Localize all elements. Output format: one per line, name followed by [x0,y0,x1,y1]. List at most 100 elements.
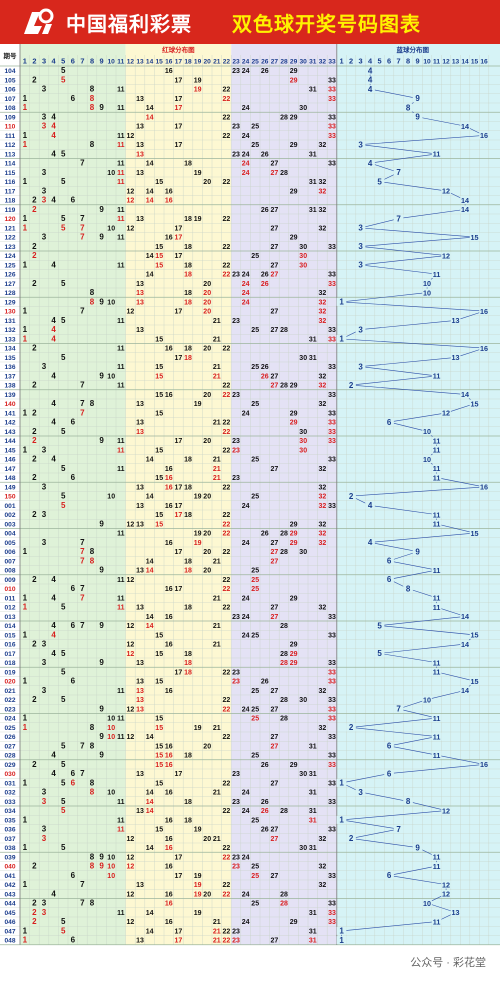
issue-label: 139 [4,392,15,399]
issue-label: 046 [4,919,15,926]
red-ball: 22 [223,272,231,279]
blue-ball: 14 [461,612,469,621]
red-ball: 33 [328,133,336,140]
red-ball: 1 [23,630,28,639]
red-ball: 6 [71,936,76,945]
red-ball: 17 [175,854,183,861]
red-ball: 30 [299,845,307,852]
red-ball: 14 [146,928,154,935]
red-ball: 7 [80,233,85,242]
blue-ball: 11 [433,520,441,529]
red-ball: 11 [117,383,125,390]
red-ball: 15 [155,392,163,399]
red-ball: 13 [136,771,144,778]
red-ball: 13 [136,327,144,334]
red-ball: 19 [194,401,202,408]
red-ball: 25 [251,753,259,760]
issue-label: 043 [4,891,15,898]
red-ball: 29 [290,68,298,75]
issue-label: 150 [4,494,15,501]
red-ball: 11 [117,605,125,612]
red-ball: 23 [232,864,240,871]
red-ball: 16 [165,901,173,908]
red-ball: 7 [80,381,85,390]
red-ball: 33 [328,901,336,908]
blue-ball: 11 [433,658,441,667]
blue-ball: 11 [433,510,441,519]
red-ball: 10 [107,790,115,797]
red-ball: 22 [223,216,231,223]
red-ball: 1 [23,880,28,889]
blue-ball-bg [450,353,461,362]
blue-ball: 9 [415,113,420,122]
red-ball: 30 [299,253,307,260]
blue-ball-bg [479,131,489,140]
red-ball: 29 [290,188,298,195]
red-ball: 8 [90,741,95,750]
red-ball: 4 [51,325,56,334]
red-ball: 17 [175,124,183,131]
red-ball: 11 [117,170,125,177]
red-ball: 25 [251,124,259,131]
red-ball: 14 [146,790,154,797]
red-ball: 22 [223,605,231,612]
red-ball: 3 [42,788,47,797]
blue-ball: 14 [461,640,469,649]
red-ball: 1 [23,131,28,140]
red-ball: 2 [32,575,37,584]
red-ball: 11 [117,105,125,112]
red-ball: 12 [127,651,135,658]
red-ball: 2 [32,695,37,704]
blue-ball-bg [374,177,385,186]
red-ball: 3 [42,686,47,695]
blue-ball: 11 [433,446,441,455]
red-ball: 29 [290,114,298,121]
red-ball: 11 [117,346,125,353]
issue-label: 004 [4,531,15,538]
blue-ball: 4 [368,159,373,168]
red-ball: 23 [232,68,240,75]
red-ball: 1 [23,547,28,556]
red-ball: 13 [136,151,144,158]
blue-ball-bg [431,436,442,445]
red-ball: 18 [184,355,192,362]
red-ball: 15 [155,364,163,371]
red-ball: 32 [319,605,327,612]
red-ball: 3 [42,112,47,121]
blue-ball: 11 [433,751,441,760]
red-ball: 31 [309,87,317,94]
red-ball: 10 [107,373,115,380]
red-ball: 33 [328,734,336,741]
issue-label: 105 [4,77,15,84]
blue-ball-bg [422,288,432,297]
blue-ball-bg [431,270,442,279]
issue-label: 032 [4,790,15,797]
red-ball: 7 [80,584,85,593]
blue-ball-bg [336,297,347,306]
red-ball: 20 [203,299,211,306]
red-number-header: 14 [146,59,154,66]
red-ball: 22 [223,697,231,704]
red-ball: 18 [184,244,192,251]
red-ball: 33 [328,697,336,704]
red-ball: 15 [155,373,163,380]
blue-ball-bg [441,186,451,195]
red-ball: 1 [23,778,28,787]
red-ball: 7 [80,769,85,778]
red-ball: 8 [90,103,95,112]
red-ball: 25 [251,688,259,695]
red-number-header: 4 [52,57,57,66]
red-ball: 31 [309,336,317,343]
red-ball: 5 [61,316,66,325]
red-ball: 23 [232,679,240,686]
red-ball: 7 [80,621,85,630]
issue-label: 148 [4,475,15,482]
red-ball: 22 [223,549,231,556]
red-ball: 5 [61,177,66,186]
red-ball: 19 [194,891,202,898]
blue-ball: 11 [433,150,441,159]
blue-ball-bg [403,797,413,806]
red-ball: 17 [175,355,183,362]
red-ball: 33 [328,336,336,343]
blue-ball: 3 [358,788,363,797]
